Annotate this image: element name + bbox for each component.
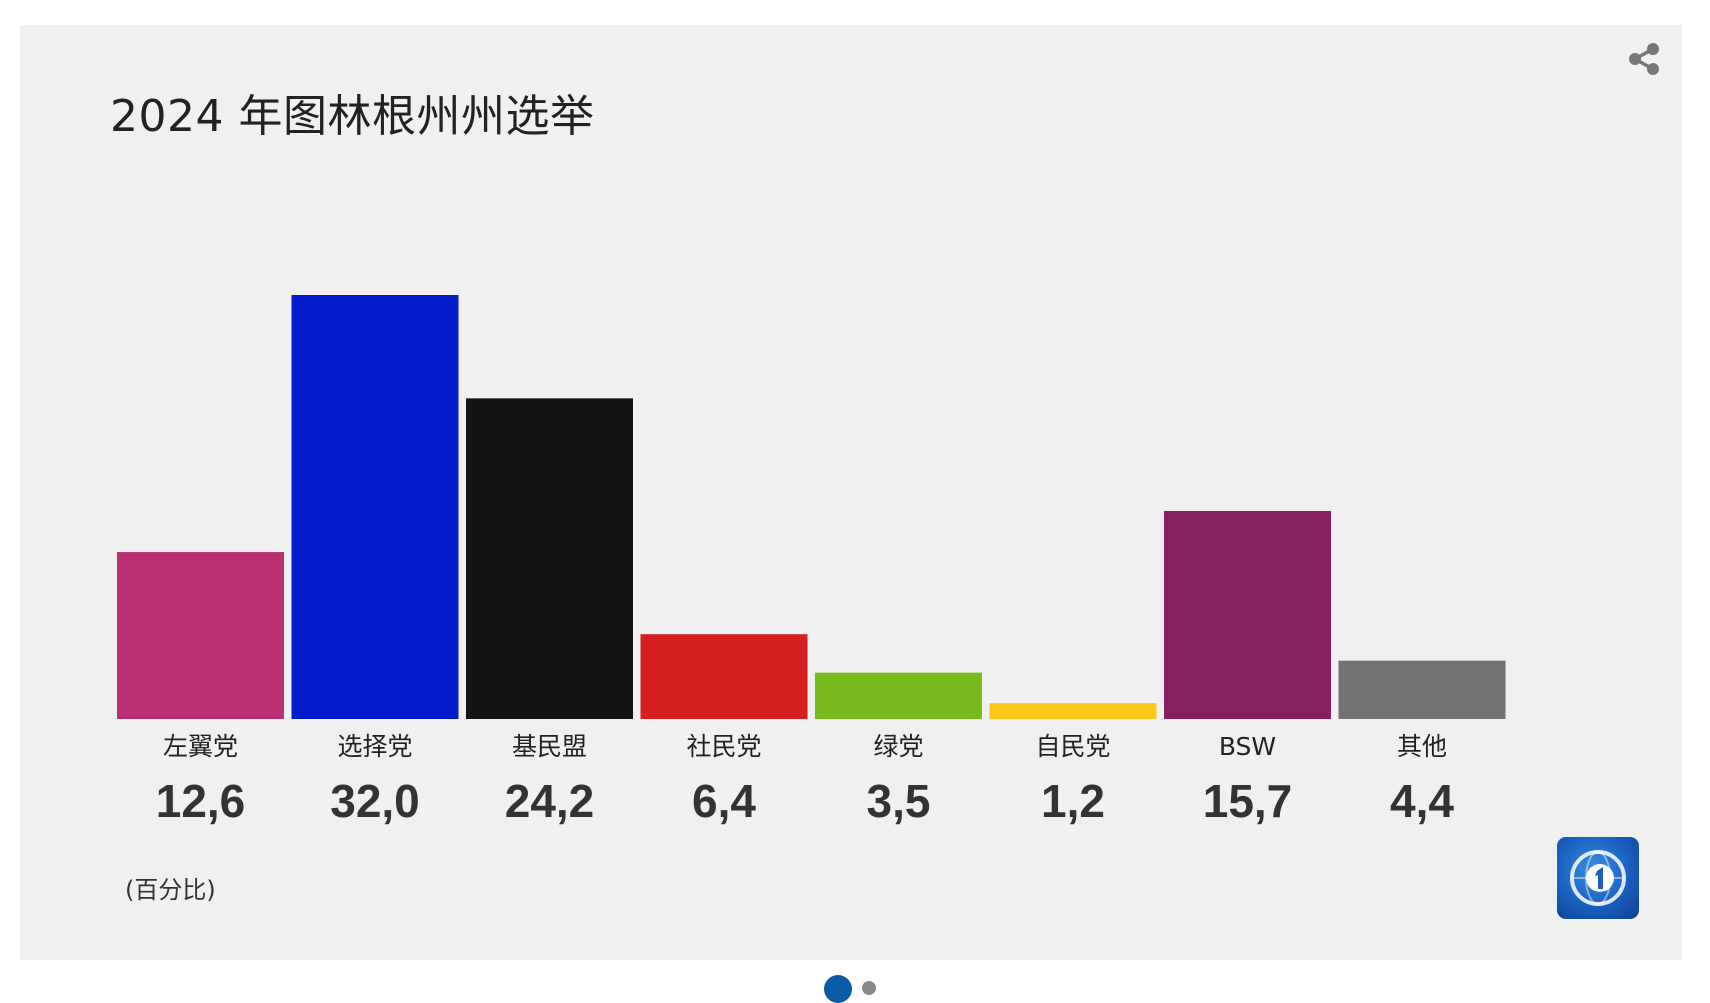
pagination-dot-2[interactable] (862, 981, 876, 995)
value-label-4: 6,4 (692, 775, 756, 827)
bar-chart: 左翼党 12,6 选择党 32,0 基民盟 24,2 社民党 6,4 绿党 3,5 自民党 1,2 BS… (117, 295, 1506, 827)
value-label-8: 4,4 (1390, 775, 1454, 827)
value-label-5: 3,5 (867, 775, 931, 827)
bar-8 (1338, 660, 1506, 719)
category-label-3: 基民盟 (512, 732, 587, 761)
bar-2 (291, 295, 459, 719)
value-label-2: 32,0 (330, 775, 420, 827)
share-button[interactable] (1622, 37, 1666, 81)
value-label-6: 1,2 (1041, 775, 1105, 827)
category-label-2: 选择党 (337, 732, 412, 761)
category-label-1: 左翼党 (163, 732, 238, 761)
category-label-8: 其他 (1397, 732, 1447, 761)
category-label-4: 社民党 (686, 732, 761, 761)
pagination-dot-1[interactable] (824, 975, 852, 1003)
carousel-pagination (820, 975, 900, 1003)
unit-note: (百分比) (125, 876, 216, 904)
share-icon (1629, 43, 1659, 75)
category-label-5: 绿党 (873, 732, 923, 761)
chart-card: 2024 年图林根州州选举 左翼党 12,6 选择党 32,0 基民盟 24,2 社民党 6,… (20, 25, 1682, 960)
value-label-1: 12,6 (156, 775, 246, 827)
bar-3 (466, 398, 633, 719)
value-label-7: 15,7 (1203, 775, 1293, 827)
tagesschau-logo (1557, 837, 1639, 919)
bar-7 (1164, 510, 1331, 719)
bar-6 (989, 703, 1157, 719)
category-label-7: BSW (1219, 732, 1276, 761)
chart-title: 2024 年图林根州州选举 (110, 91, 595, 142)
bar-1 (117, 552, 284, 719)
bar-5 (815, 672, 982, 719)
value-label-3: 24,2 (505, 775, 595, 827)
bar-4 (640, 634, 808, 719)
category-label-6: 自民党 (1035, 732, 1110, 761)
